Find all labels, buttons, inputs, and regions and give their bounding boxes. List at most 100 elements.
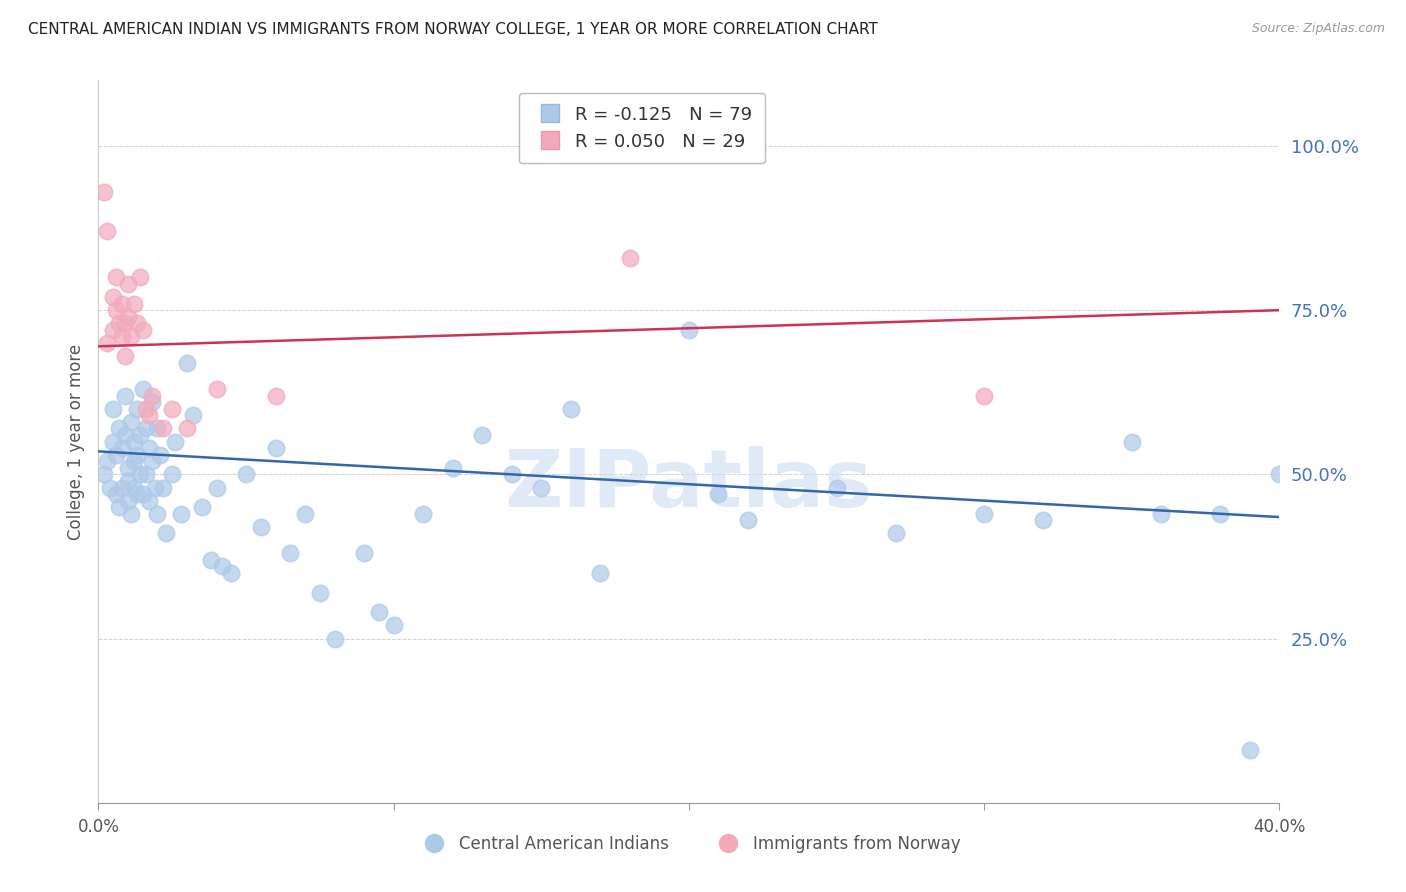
Point [280, 546, 302, 560]
Point [250, 520, 273, 534]
Point [294, 507, 316, 521]
Point [96, 224, 118, 238]
Point [103, 434, 125, 449]
Point [1209, 507, 1232, 521]
Point [530, 481, 553, 495]
Point [382, 618, 405, 632]
Text: Source: ZipAtlas.com: Source: ZipAtlas.com [1251, 22, 1385, 36]
Point [103, 323, 125, 337]
Point [141, 388, 163, 402]
Point [1121, 434, 1143, 449]
Text: ZIPatlas: ZIPatlas [505, 446, 873, 524]
Point [135, 421, 157, 435]
Point [181, 409, 204, 423]
Text: CENTRAL AMERICAN INDIAN VS IMMIGRANTS FROM NORWAY COLLEGE, 1 YEAR OR MORE CORREL: CENTRAL AMERICAN INDIAN VS IMMIGRANTS FR… [28, 22, 877, 37]
Point [323, 632, 346, 646]
Point [471, 428, 494, 442]
Point [368, 605, 391, 619]
Point [108, 500, 131, 515]
Point [96, 336, 118, 351]
Point [973, 507, 995, 521]
Point [1150, 507, 1173, 521]
Point [973, 388, 995, 402]
Point [111, 481, 134, 495]
Point [128, 270, 150, 285]
Point [93, 467, 115, 482]
Point [96, 454, 118, 468]
Point [138, 493, 160, 508]
Point [132, 323, 155, 337]
Point [264, 441, 287, 455]
Point [501, 467, 523, 482]
Point [141, 454, 163, 468]
Point [125, 487, 148, 501]
Point [132, 487, 155, 501]
Point [412, 507, 434, 521]
Point [1239, 743, 1261, 757]
Point [309, 585, 332, 599]
Point [105, 270, 128, 285]
Point [122, 454, 145, 468]
Point [152, 481, 174, 495]
Point [200, 553, 222, 567]
Point [128, 428, 150, 442]
Point [205, 382, 228, 396]
Point [589, 566, 612, 580]
Point [114, 349, 136, 363]
Point [441, 460, 464, 475]
Point [122, 434, 145, 449]
Point [176, 421, 198, 435]
Point [103, 290, 125, 304]
Point [149, 448, 172, 462]
Point [105, 303, 128, 318]
Point [162, 467, 183, 482]
Point [138, 441, 160, 455]
Point [105, 448, 128, 462]
Point [117, 460, 139, 475]
Point [152, 421, 174, 435]
Point [122, 481, 145, 495]
Point [138, 409, 160, 423]
Point [125, 448, 148, 462]
Point [170, 507, 193, 521]
Point [825, 481, 848, 495]
Y-axis label: College, 1 year or more: College, 1 year or more [67, 343, 86, 540]
Point [146, 421, 169, 435]
Point [205, 481, 228, 495]
Point [191, 500, 214, 515]
Point [707, 487, 730, 501]
Point [132, 382, 155, 396]
Point [1032, 513, 1054, 527]
Point [122, 296, 145, 310]
Point [353, 546, 375, 560]
Point [105, 487, 128, 501]
Point [120, 415, 142, 429]
Point [120, 507, 142, 521]
Point [117, 310, 139, 324]
Point [737, 513, 759, 527]
Point [1268, 467, 1291, 482]
Point [114, 428, 136, 442]
Point [560, 401, 582, 416]
Point [143, 481, 166, 495]
Point [120, 329, 142, 343]
Point [211, 559, 233, 574]
Point [221, 566, 243, 580]
Point [93, 185, 115, 199]
Point [108, 316, 131, 330]
Point [619, 251, 641, 265]
Point [235, 467, 257, 482]
Point [884, 526, 907, 541]
Point [108, 421, 131, 435]
Point [135, 467, 157, 482]
Point [98, 481, 121, 495]
Point [141, 395, 163, 409]
Point [103, 401, 125, 416]
Point [155, 526, 177, 541]
Point [135, 401, 157, 416]
Point [176, 356, 198, 370]
Point [111, 296, 134, 310]
Point [264, 388, 287, 402]
Point [125, 401, 148, 416]
Legend: Central American Indians, Immigrants from Norway: Central American Indians, Immigrants fro… [411, 828, 967, 860]
